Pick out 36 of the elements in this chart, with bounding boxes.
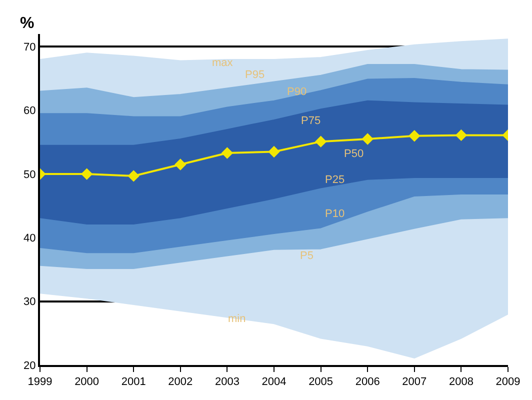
y-tick-label: 50 (24, 168, 36, 181)
series-label: P90 (287, 86, 307, 98)
point (174, 158, 186, 170)
x-tick-label: 2004 (262, 376, 286, 388)
x-tick-label: 2000 (74, 376, 100, 388)
x-tick-label: 2001 (121, 376, 146, 388)
series-label: P10 (325, 208, 345, 220)
point (455, 129, 468, 142)
series-label: P75 (301, 115, 321, 127)
y-tick-label: 30 (24, 296, 36, 308)
x-tick-label: 2005 (308, 376, 334, 388)
series-label: P95 (245, 69, 265, 81)
point (314, 136, 327, 148)
point (408, 130, 420, 142)
y-tick-label: 40 (24, 232, 36, 245)
x-tick-label: 2007 (402, 376, 427, 388)
x-tick-label: 2002 (168, 376, 193, 388)
series-label: P5 (300, 250, 314, 262)
point (268, 146, 280, 158)
series-label: P25 (325, 174, 345, 186)
x-tick-label: 2003 (214, 376, 240, 388)
series-label: max (212, 57, 234, 69)
y-tick-label: 20 (24, 360, 36, 372)
point (80, 168, 93, 180)
series-label: min (228, 313, 246, 325)
point (128, 170, 140, 182)
point (362, 133, 374, 145)
y-tick-label: 60 (24, 105, 36, 118)
y-tick-label: 70 (24, 42, 36, 54)
x-tick-label: 2009 (496, 376, 520, 388)
x-tick-label: 2008 (448, 376, 474, 388)
series-label: P50 (344, 148, 364, 160)
point (221, 147, 234, 159)
x-tick-label: 1999 (28, 376, 52, 388)
y-axis-title: % (20, 15, 34, 32)
x-tick-label: 2006 (355, 376, 380, 388)
